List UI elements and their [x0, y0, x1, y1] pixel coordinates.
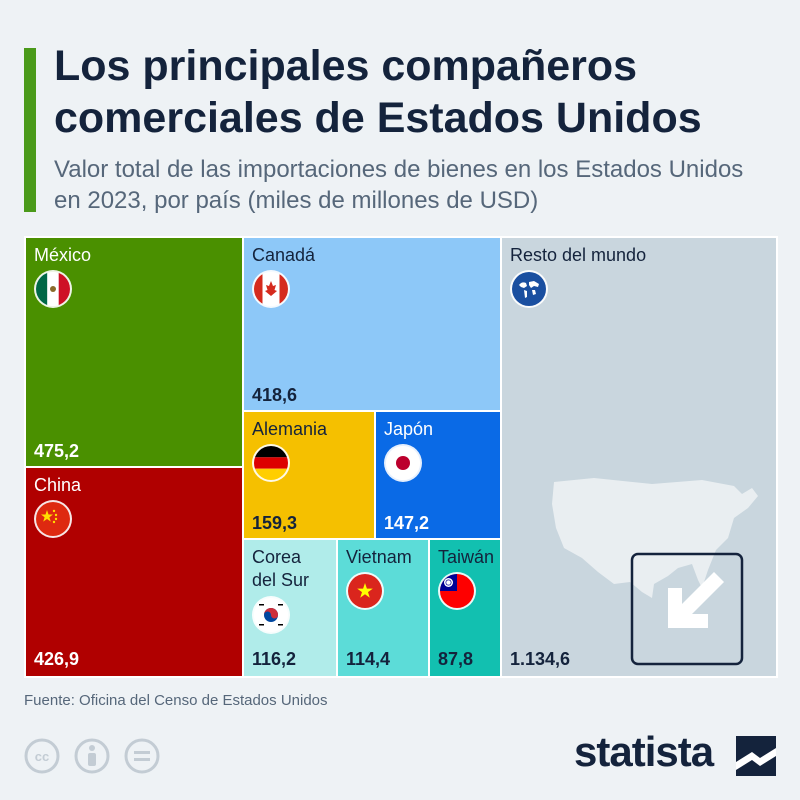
tile-value: 475,2 [34, 441, 80, 461]
tile-label: Japón [384, 419, 434, 439]
tile-vietnam: Vietnam 114,4 [336, 538, 432, 678]
tile-japon: Japón 147,2 [374, 410, 504, 542]
tile-label: Taiwán [438, 547, 495, 567]
svg-text:cc: cc [35, 749, 49, 764]
tile-value: 418,6 [252, 385, 298, 405]
china-flag-icon [36, 502, 70, 536]
tile-label: China [34, 475, 82, 495]
tile-taiwan: Taiwán 87,8 [428, 538, 504, 678]
tile-label: Vietnam [346, 547, 412, 567]
no-derivatives-icon [124, 738, 160, 774]
tile-canada: Canadá 418,6 [242, 236, 504, 414]
treemap-chart: México 475,2 China 426,9 Canadá 418,6 Alemania… [24, 236, 778, 678]
tile-value: 87,8 [438, 649, 474, 669]
japan-flag-icon [386, 446, 420, 480]
usa-map-arrow-icon [552, 478, 758, 666]
tile-china: China 426,9 [24, 466, 246, 678]
tile-resto-del-mundo: Resto del mundo 1.134,6 [500, 236, 778, 678]
creative-commons-icon: cc [24, 738, 60, 774]
tile-value: 116,2 [252, 649, 297, 669]
globe-icon [512, 272, 546, 306]
tile-value: 159,3 [252, 513, 298, 533]
canada-flag-icon [254, 272, 288, 306]
vietnam-flag-icon [348, 574, 382, 608]
tile-value: 147,2 [384, 513, 430, 533]
chart-title: Los principales compañeros comerciales d… [54, 42, 702, 142]
statista-mark-icon [736, 736, 776, 776]
tile-label: Alemania [252, 419, 328, 439]
tile-label: Corea del Sur [252, 547, 310, 590]
mexico-flag-icon [36, 272, 70, 306]
tile-label: Canadá [252, 245, 316, 265]
tile-value: 114,4 [346, 649, 391, 669]
source-note: Fuente: Oficina del Censo de Estados Uni… [24, 692, 328, 709]
tile-label: México [34, 245, 92, 265]
south-korea-flag-icon [254, 598, 288, 632]
tile-value: 1.134,6 [510, 649, 571, 669]
tile-corea-del-sur: Corea del Sur 116,2 [242, 538, 340, 678]
title-accent-bar [24, 48, 36, 212]
tile-label: Resto del mundo [510, 245, 647, 265]
tile-value: 426,9 [34, 649, 80, 669]
tile-alemania: Alemania 159,3 [242, 410, 378, 542]
chart-subtitle: Valor total de las importaciones de bien… [54, 156, 744, 214]
attribution-icon [74, 738, 110, 774]
tile-mexico: México 475,2 [24, 236, 246, 470]
taiwan-flag-icon [440, 574, 474, 608]
germany-flag-icon [254, 446, 288, 480]
